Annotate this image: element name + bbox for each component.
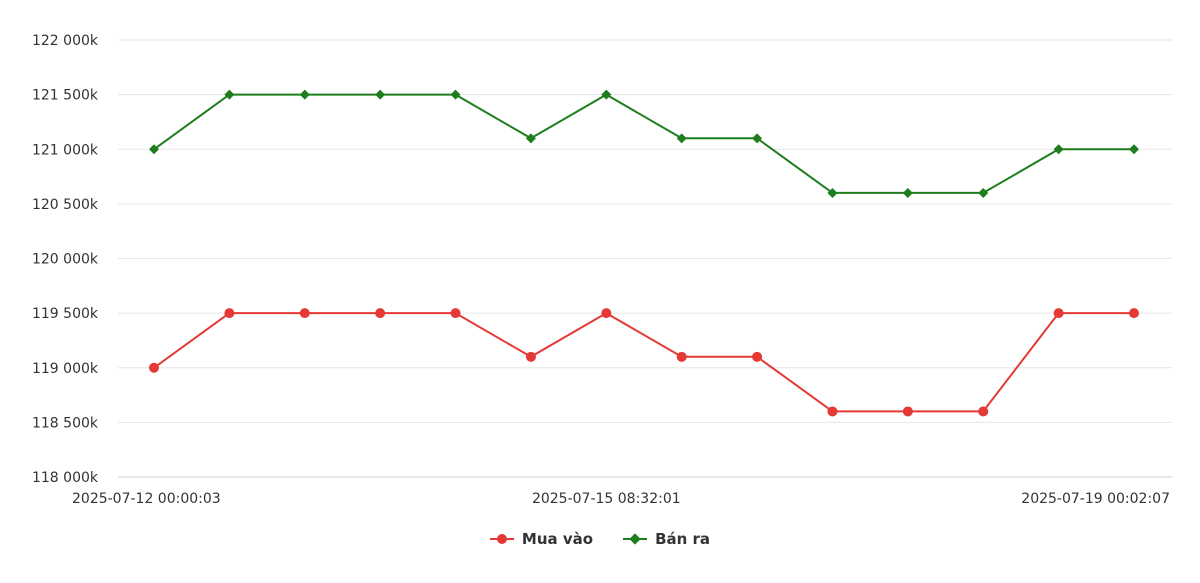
data-point-mua-vao[interactable]	[375, 308, 386, 319]
legend-swatch-ban-ra	[623, 533, 648, 545]
y-tick-label: 120 500k	[32, 197, 99, 213]
y-tick-label: 120 000k	[32, 252, 99, 268]
y-tick-label: 121 000k	[32, 142, 99, 158]
data-point-mua-vao[interactable]	[827, 406, 838, 417]
data-point-mua-vao[interactable]	[752, 351, 763, 362]
data-point-ban-ra[interactable]	[525, 133, 536, 144]
x-axis: 2025-07-12 00:00:03 2025-07-15 08:32:01 20…	[72, 491, 1170, 507]
x-tick-label: 2025-07-19 00:02:07	[1021, 491, 1170, 507]
legend-label-ban-ra: Bán ra	[655, 530, 711, 548]
data-point-mua-vao[interactable]	[224, 308, 235, 319]
y-tick-label: 119 000k	[32, 361, 99, 377]
data-point-ban-ra[interactable]	[149, 144, 159, 155]
data-point-ban-ra[interactable]	[676, 133, 687, 144]
x-tick-label: 2025-07-15 08:32:01	[532, 491, 681, 507]
grid-lines	[118, 39, 1172, 478]
data-point-mua-vao[interactable]	[676, 351, 687, 362]
y-tick-label: 118 000k	[32, 470, 99, 486]
data-point-mua-vao[interactable]	[1129, 308, 1139, 319]
y-axis: 118 000k 118 500k 119 000k 119 500k 120 000k…	[32, 33, 99, 486]
data-point-mua-vao[interactable]	[902, 406, 913, 417]
data-point-mua-vao[interactable]	[978, 406, 989, 417]
data-point-ban-ra[interactable]	[827, 187, 838, 198]
data-point-mua-vao[interactable]	[1053, 308, 1064, 319]
data-point-ban-ra[interactable]	[601, 89, 612, 100]
data-point-ban-ra[interactable]	[224, 89, 235, 100]
data-point-mua-vao[interactable]	[450, 308, 461, 319]
series-line-ban-ra	[153, 93, 1134, 194]
data-point-mua-vao[interactable]	[299, 308, 310, 319]
series-group	[149, 89, 1139, 417]
data-point-ban-ra[interactable]	[1129, 144, 1139, 155]
data-point-ban-ra[interactable]	[299, 89, 310, 100]
legend-swatch-mua-vao	[489, 533, 514, 545]
data-point-ban-ra[interactable]	[978, 187, 989, 198]
data-point-mua-vao[interactable]	[525, 351, 536, 362]
data-point-ban-ra[interactable]	[375, 89, 386, 100]
y-tick-label: 121 500k	[32, 88, 99, 104]
legend-item-mua-vao[interactable]: Mua vào	[489, 530, 594, 548]
data-point-mua-vao[interactable]	[601, 308, 612, 319]
series-line-mua-vao	[153, 312, 1134, 413]
data-point-ban-ra[interactable]	[902, 187, 913, 198]
line-chart: 118 000k 118 500k 119 000k 119 500k 120 000k…	[32, 33, 1172, 507]
data-point-ban-ra[interactable]	[1053, 144, 1064, 155]
data-point-mua-vao[interactable]	[149, 362, 159, 373]
legend: Mua vào Bán ra	[0, 530, 1200, 548]
legend-label-mua-vao: Mua vào	[521, 530, 594, 548]
y-tick-label: 119 500k	[32, 306, 99, 322]
y-tick-label: 118 500k	[32, 415, 99, 431]
y-tick-label: 122 000k	[32, 33, 99, 49]
legend-item-ban-ra[interactable]: Bán ra	[623, 530, 710, 548]
data-point-ban-ra[interactable]	[752, 133, 763, 144]
data-point-ban-ra[interactable]	[450, 89, 461, 100]
x-tick-label: 2025-07-12 00:00:03	[72, 491, 221, 507]
